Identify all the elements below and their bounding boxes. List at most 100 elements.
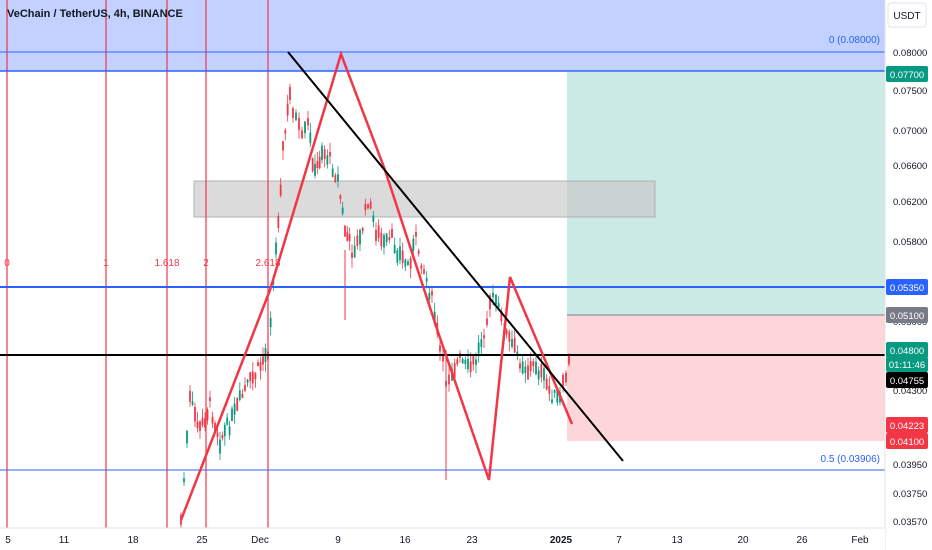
candle-body — [221, 435, 224, 439]
candle-body — [431, 290, 433, 296]
price-tag — [886, 342, 928, 358]
x-tick-label: 11 — [59, 535, 70, 546]
countdown-label: 01:11:46 — [889, 360, 925, 371]
candle-body — [511, 339, 513, 347]
price-tag-label: 0.04755 — [890, 376, 924, 387]
x-tick-label: 5 — [5, 535, 11, 546]
candle-body — [565, 372, 567, 383]
candle-body — [480, 339, 483, 347]
candle-body — [477, 342, 480, 354]
candle-body — [199, 421, 201, 432]
candle-body — [483, 335, 485, 339]
candle-body — [206, 409, 209, 421]
candle-body — [346, 232, 349, 241]
candle-body — [364, 204, 367, 211]
candle-body — [216, 432, 219, 437]
candle-body — [307, 118, 309, 126]
candle-body — [316, 161, 319, 169]
candle-body — [262, 356, 264, 365]
downtrend-line[interactable] — [287, 51, 624, 462]
fib-time-lines — [6, 0, 269, 528]
fib-time-label: 0 — [4, 258, 10, 269]
candle-body — [372, 215, 375, 223]
candle-body — [475, 359, 477, 365]
candle-body — [223, 424, 226, 437]
candle-body — [244, 385, 246, 391]
candle-body — [396, 250, 399, 263]
candle-body — [361, 227, 364, 232]
position-stop-zone — [567, 315, 885, 441]
candle-body — [341, 207, 344, 214]
candle-body — [409, 258, 412, 269]
candle-body — [321, 145, 323, 161]
candle-body — [385, 233, 388, 242]
candle-body — [238, 390, 241, 401]
candle-body — [524, 366, 527, 374]
candle-body — [486, 318, 488, 325]
y-tick-label: 0.07000 — [893, 126, 927, 137]
candle-body — [568, 353, 570, 365]
candle-body — [334, 175, 337, 183]
candle-body — [464, 359, 467, 364]
candle-body — [423, 269, 425, 274]
candle-body — [323, 149, 326, 160]
x-tick-label: 13 — [671, 535, 683, 546]
time-axis[interactable] — [0, 528, 885, 550]
candle-body — [359, 229, 361, 245]
candle-body — [289, 87, 291, 101]
candle-body — [519, 363, 521, 369]
candle-body — [562, 375, 564, 388]
price-tag — [886, 279, 928, 295]
x-tick-label: 18 — [127, 535, 139, 546]
candle-body — [331, 168, 334, 177]
candle-body — [545, 378, 548, 390]
x-tick-label: 25 — [196, 535, 208, 546]
candle-body — [304, 121, 306, 134]
candle-body — [351, 252, 353, 258]
fib-level-0-label: 0 (0.08000) — [829, 35, 880, 46]
price-tag — [886, 433, 928, 449]
candle-body — [241, 394, 244, 398]
price-tag-label: 0.05350 — [890, 283, 924, 294]
y-tick-label: 0.03950 — [893, 460, 927, 471]
candle-body — [236, 397, 239, 411]
candle-body — [246, 379, 249, 383]
price-tag — [886, 307, 928, 323]
candle-body — [556, 388, 559, 403]
candle-body — [183, 478, 185, 483]
x-tick-label: Feb — [851, 535, 869, 546]
symbol-title: VeChain / TetherUS, 4h, BINANCE — [7, 8, 183, 20]
candle-body — [461, 358, 464, 364]
price-tag — [886, 417, 928, 433]
x-axis-ticks: 5 11 18 25 Dec 9 16 23 2025 7 13 20 26 Feb — [5, 535, 869, 546]
fib-zone-top — [0, 0, 885, 71]
candle-body — [367, 204, 369, 209]
candle-body — [189, 390, 191, 402]
candle-body — [537, 370, 540, 380]
y-tick-label: 0.06600 — [893, 161, 927, 172]
candle-body — [282, 141, 284, 151]
countdown-tag — [886, 357, 928, 372]
candle-body — [527, 365, 529, 380]
candle-body — [279, 184, 282, 196]
candle-body — [301, 130, 303, 139]
currency-button[interactable]: USDT — [887, 2, 927, 28]
candle-body — [404, 259, 407, 267]
candle-body — [259, 362, 262, 371]
x-tick-label: 16 — [399, 535, 411, 546]
candle-body — [314, 164, 316, 176]
candle-body — [495, 294, 497, 305]
candle-body — [467, 358, 469, 370]
candle-body — [257, 362, 259, 367]
price-axis[interactable] — [885, 0, 932, 550]
x-tick-label: 9 — [335, 535, 341, 546]
zigzag-pattern[interactable] — [179, 50, 574, 521]
x-tick-label: 26 — [796, 535, 808, 546]
candle-body — [356, 235, 359, 246]
candle-body — [311, 158, 314, 171]
candle-body — [532, 361, 535, 367]
candle-body — [543, 368, 545, 381]
price-tag-label: 0.04223 — [890, 421, 924, 432]
